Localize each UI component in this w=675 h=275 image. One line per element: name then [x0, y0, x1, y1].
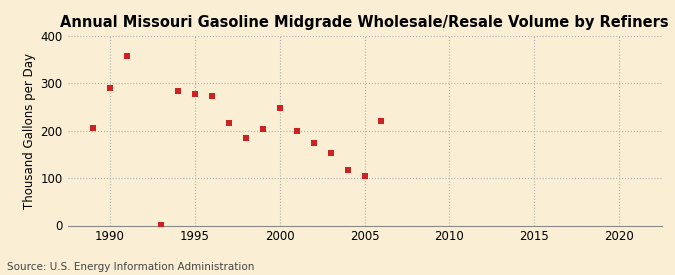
Point [325, 151, 336, 155]
Point [223, 120, 234, 125]
Point [274, 106, 285, 110]
Point [376, 119, 387, 123]
Point [257, 126, 268, 131]
Point [291, 128, 302, 133]
Point [359, 174, 370, 178]
Point [207, 94, 217, 99]
Point [308, 141, 319, 146]
Y-axis label: Thousand Gallons per Day: Thousand Gallons per Day [23, 53, 36, 209]
Point [190, 91, 200, 96]
Point [105, 86, 115, 90]
Title: Annual Missouri Gasoline Midgrade Wholesale/Resale Volume by Refiners: Annual Missouri Gasoline Midgrade Wholes… [60, 15, 669, 31]
Point [342, 168, 353, 172]
Point [172, 89, 183, 94]
Text: Source: U.S. Energy Information Administration: Source: U.S. Energy Information Administ… [7, 262, 254, 272]
Point [122, 53, 132, 58]
Point [88, 126, 99, 130]
Point [155, 222, 166, 227]
Point [240, 136, 251, 140]
